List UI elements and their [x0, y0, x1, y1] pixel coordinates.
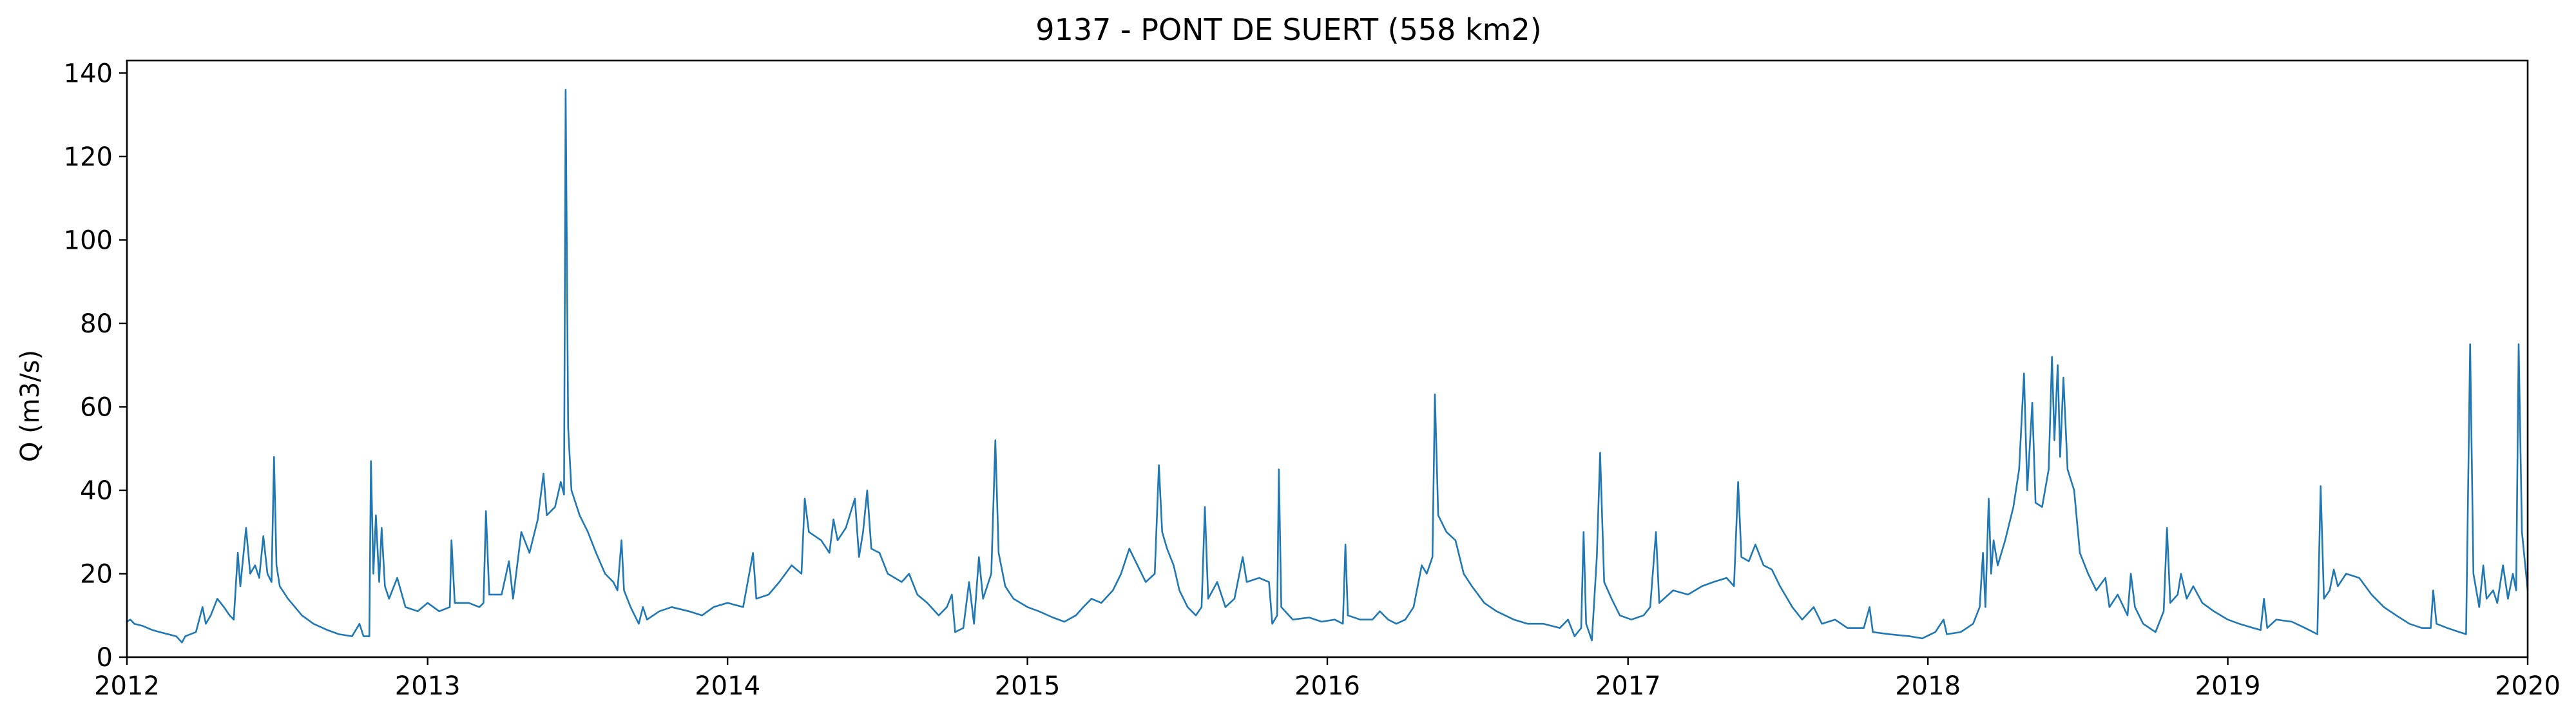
plot-frame — [126, 59, 2529, 658]
chart-title: 9137 - PONT DE SUERT (558 km2) — [1035, 12, 1541, 47]
y-axis-label: Q (m3/s) — [15, 350, 45, 462]
y-tick-label: 0 — [97, 643, 113, 673]
x-tick-label: 2015 — [995, 671, 1061, 701]
x-tick-label: 2019 — [2195, 671, 2261, 701]
y-tick-label: 20 — [80, 559, 113, 589]
axis-ticks: 0 20 40 60 80 100 120 140 2012 2013 2014 2015 2016 20… — [64, 59, 2561, 701]
y-tick-label: 120 — [64, 142, 113, 172]
x-tick-label: 2018 — [1895, 671, 1961, 701]
x-tick-label: 2014 — [695, 671, 760, 701]
x-tick-label: 2012 — [94, 671, 160, 701]
x-tick-label: 2013 — [395, 671, 461, 701]
x-tick-label: 2017 — [1595, 671, 1661, 701]
x-tick-label: 2020 — [2495, 671, 2561, 701]
y-tick-label: 80 — [80, 309, 113, 339]
y-tick-label: 60 — [80, 392, 113, 422]
y-tick-label: 100 — [64, 225, 113, 255]
x-tick-label: 2016 — [1294, 671, 1360, 701]
y-tick-label: 40 — [80, 476, 113, 506]
y-tick-label: 140 — [64, 59, 113, 88]
discharge-series-line — [126, 89, 2529, 644]
